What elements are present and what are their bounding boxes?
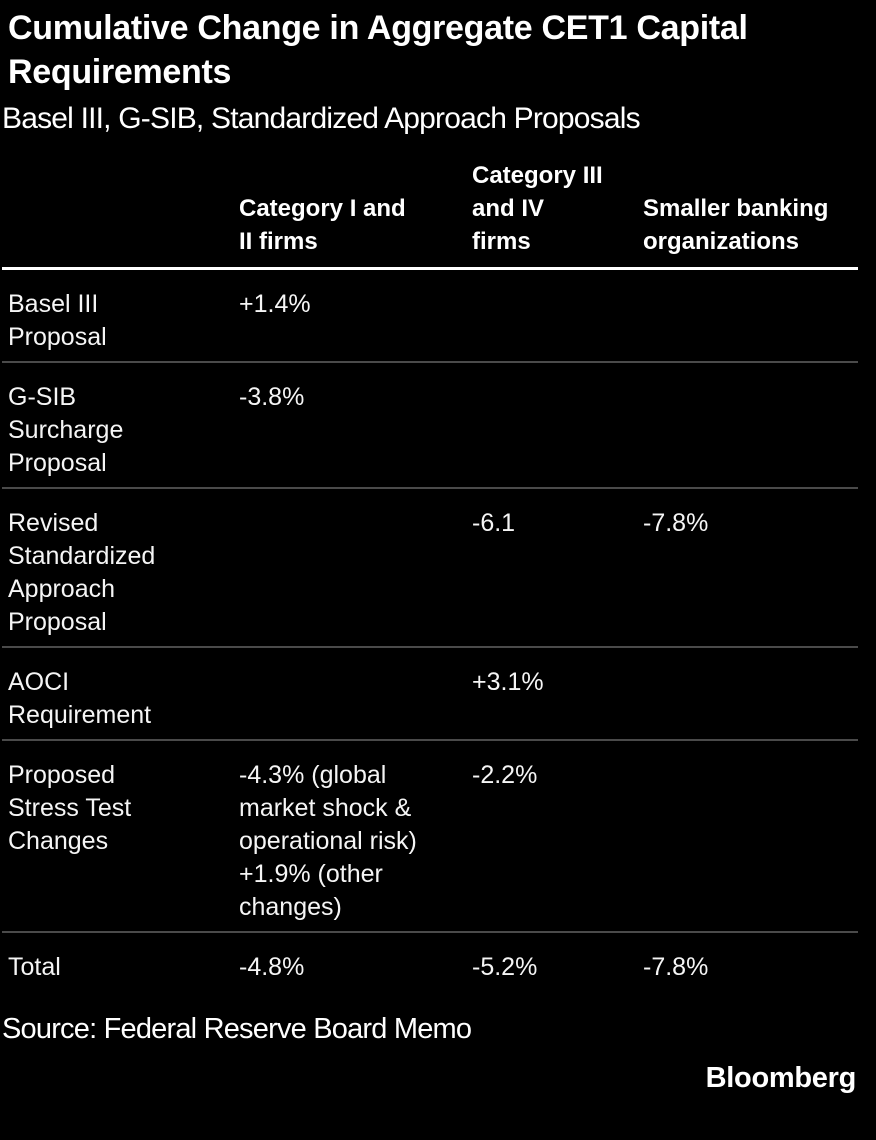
cell-value: -7.8% xyxy=(643,509,709,537)
source-note: Source: Federal Reserve Board Memo xyxy=(2,1013,472,1045)
page-title: Cumulative Change in Aggregate CET1 Capi… xyxy=(8,9,748,91)
cet1-change-table: Category I and II firms Category III and… xyxy=(2,137,858,991)
cell-value: -7.8% xyxy=(643,953,709,981)
cell-value: -4.3% (global market shock & operational… xyxy=(239,761,417,921)
cell-value: +1.4% xyxy=(239,290,311,318)
table-row-revised-standardized-approach: Revised Standardized Approach Proposal -… xyxy=(2,487,858,646)
row-label: Total xyxy=(8,953,61,981)
cell-value: +3.1% xyxy=(472,668,544,696)
cell-value: -3.8% xyxy=(239,383,305,411)
row-label: Revised Standardized Approach Proposal xyxy=(8,509,156,636)
table-row-basel-iii-proposal: Basel III Proposal +1.4% xyxy=(2,270,858,361)
cell-value: -5.2% xyxy=(472,953,538,981)
table-row-proposed-stress-test-changes: Proposed Stress Test Changes -4.3% (glob… xyxy=(2,739,858,931)
cell-value: -2.2% xyxy=(472,761,538,789)
column-header-smaller-banking-orgs: Smaller banking organizations xyxy=(643,195,829,255)
cell-value: -6.1 xyxy=(472,509,516,537)
table-header-row: Category I and II firms Category III and… xyxy=(2,137,858,270)
table-row-gsib-surcharge-proposal: G-SIB Surcharge Proposal -3.8% xyxy=(2,361,858,487)
row-label: G-SIB Surcharge Proposal xyxy=(8,383,124,477)
page-subtitle: Basel III, G-SIB, Standardized Approach … xyxy=(2,102,641,135)
column-header-category-1-2-firms: Category I and II firms xyxy=(239,195,406,255)
bloomberg-logo: Bloomberg xyxy=(705,1062,857,1094)
bloomberg-table-graphic: Cumulative Change in Aggregate CET1 Capi… xyxy=(0,6,876,1140)
row-label: AOCI Requirement xyxy=(8,668,152,729)
table-row-total: Total -4.8% -5.2% -7.8% xyxy=(2,931,858,991)
table-row-aoci-requirement: AOCI Requirement +3.1% xyxy=(2,646,858,739)
row-label: Proposed Stress Test Changes xyxy=(8,761,132,855)
cell-value: -4.8% xyxy=(239,953,305,981)
column-header-category-3-4-firms: Category III and IV firms xyxy=(472,162,603,255)
row-label: Basel III Proposal xyxy=(8,290,107,351)
